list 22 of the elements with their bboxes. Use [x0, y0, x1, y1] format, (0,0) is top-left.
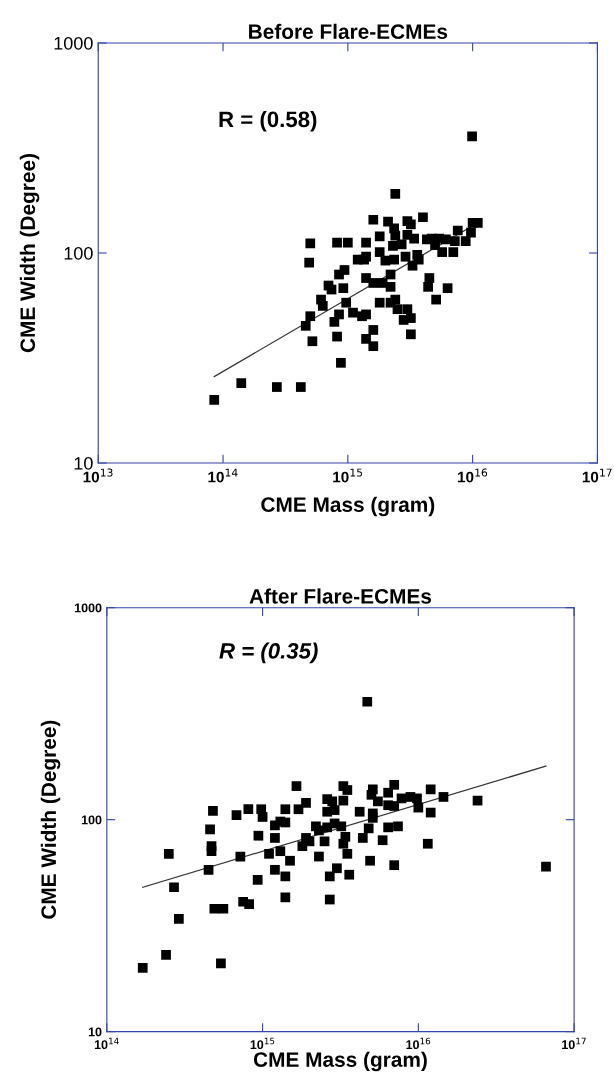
x-tick-label: 10$^{17}$ [562, 1037, 586, 1050]
y-tick-label: 1000 [54, 36, 93, 50]
annotation: R = (0.58) [219, 110, 317, 132]
chart-title: After Flare-ECMEs [249, 588, 432, 604]
y-tick-label: 100 [81, 815, 102, 825]
x-tick-label: 10$^{16}$ [406, 1037, 431, 1050]
y-axis-title: CME Width (Degree) [40, 720, 61, 919]
y-tick-label: 100 [64, 246, 93, 260]
x-tick-label: 10$^{15}$ [333, 468, 363, 483]
annotation: R = (0.35) [219, 642, 318, 664]
y-tick-label: 1000 [74, 603, 102, 613]
y-tick-label: 10 [74, 456, 93, 470]
chart-title: Before Flare-ECMEs [249, 23, 448, 40]
x-tick-label: 10$^{14}$ [208, 468, 238, 483]
x-tick-label: 10$^{16}$ [458, 468, 488, 483]
x-axis-title: CME Mass (gram) [261, 496, 435, 517]
y-axis-title: CME Width (Degree) [19, 154, 40, 353]
x-axis-title: CME Mass (gram) [253, 1051, 427, 1072]
x-tick-label: 10$^{15}$ [250, 1037, 275, 1050]
y-tick-label: 10 [88, 1027, 102, 1037]
x-tick-label: 10$^{14}$ [94, 1037, 119, 1050]
x-tick-label: 10$^{17}$ [582, 468, 612, 483]
